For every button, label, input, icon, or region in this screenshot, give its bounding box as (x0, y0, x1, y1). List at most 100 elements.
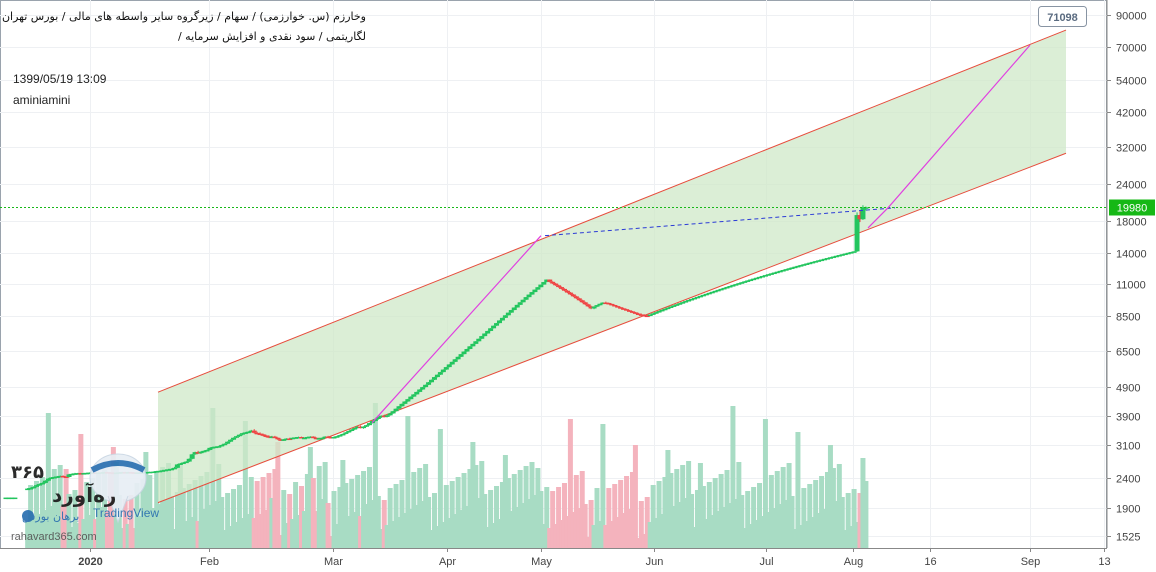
candle-body (287, 438, 293, 441)
wave-line-1 (371, 235, 542, 424)
candle-body (228, 439, 234, 442)
volume-bar (615, 517, 621, 548)
volume-bar (505, 478, 511, 548)
candle-body (437, 372, 443, 375)
volume-bar (757, 483, 763, 548)
x-tick-label: 2020 (78, 556, 102, 568)
candle-body (207, 447, 213, 450)
candle-body (703, 293, 709, 296)
volume-bar (284, 523, 290, 548)
volume-bar (662, 477, 668, 548)
candle-body (736, 283, 742, 285)
candle-body (334, 436, 340, 438)
candle-body (216, 446, 222, 448)
volume-bar (414, 505, 420, 548)
volume-bar (60, 506, 66, 548)
volume-bar (697, 463, 703, 548)
volume-bar (842, 530, 848, 548)
candle-body (857, 215, 863, 220)
price-axis: 90000 70000 54000 42000 32000 24000 18000 14000… (1106, 0, 1155, 548)
volume-bar (677, 502, 683, 548)
candle-body (724, 286, 730, 289)
candle-body (674, 304, 680, 306)
volume-bar (827, 445, 833, 548)
candle-body (822, 258, 828, 261)
volume-bar (600, 424, 606, 548)
volume-bar (96, 474, 102, 548)
candle-body (233, 436, 239, 438)
volume-bar (104, 511, 110, 548)
candle-body (485, 330, 491, 334)
candle-body (278, 439, 284, 441)
chart-datetime: 1399/05/19 13:09 (13, 72, 107, 86)
candle-body (656, 311, 662, 313)
candle-body (792, 266, 798, 269)
candle-body (751, 278, 757, 281)
volume-bar (771, 508, 777, 548)
candle-body (3, 497, 9, 500)
channel-lower-line (157, 152, 1067, 504)
volume-bar (160, 467, 166, 548)
volume-bar (431, 493, 437, 548)
candle-body (550, 281, 556, 284)
volume-bar (231, 489, 237, 548)
volume-bar (712, 478, 718, 548)
volume-bar (801, 488, 807, 548)
volume-bar (665, 450, 671, 548)
candle-body (627, 310, 633, 312)
volume-bar (434, 526, 440, 548)
volume-bar (116, 495, 122, 548)
candle-body (446, 364, 452, 368)
volume-bar (405, 416, 411, 548)
candle-body (464, 349, 470, 352)
candle-body (765, 274, 771, 276)
candle-body (629, 311, 635, 313)
watermark-site: rahavard365.com (11, 531, 97, 543)
channel-upper-line (157, 29, 1067, 393)
candle-body (251, 430, 257, 433)
candle-body (272, 436, 278, 439)
volume-bar (372, 403, 378, 548)
candle-body (535, 287, 541, 290)
candle-body (242, 432, 248, 434)
candle-body (789, 267, 795, 270)
volume-bar (125, 524, 131, 548)
volume-bar (57, 465, 63, 548)
x-tick-label: 16 (924, 556, 936, 568)
candle-body (78, 473, 84, 475)
volume-bar (242, 421, 248, 548)
candle-body (163, 469, 169, 472)
volume-bar (479, 461, 485, 548)
price-channel (157, 29, 1067, 504)
volume-bar (727, 503, 733, 548)
candle-body (665, 307, 671, 310)
candle-body (402, 401, 408, 404)
candle-body (171, 467, 177, 470)
volume-bar (553, 524, 559, 548)
candle-body (621, 308, 627, 310)
volume-bar (706, 482, 712, 548)
candle-body (154, 471, 160, 473)
volume-bar (278, 535, 284, 548)
candle-body (505, 312, 511, 316)
candle-body (706, 292, 712, 295)
candle-body (582, 302, 588, 305)
volume-bar (331, 491, 337, 548)
volume-bar (656, 481, 662, 548)
candle-body (192, 452, 198, 455)
candle-body (319, 437, 325, 440)
candle-body (87, 472, 93, 475)
candle-body (411, 394, 417, 397)
candle-body (650, 313, 656, 315)
candle-body (647, 314, 653, 317)
volume-bar (455, 477, 461, 548)
candle-body (375, 417, 381, 420)
volume-bar (857, 493, 863, 548)
candle-body (266, 436, 272, 438)
volume-bar (337, 487, 343, 548)
candle-body (393, 408, 399, 412)
volume-bar (260, 477, 266, 548)
volume-bar (635, 538, 641, 548)
volume-bar (789, 496, 795, 548)
candle-body (748, 279, 754, 282)
